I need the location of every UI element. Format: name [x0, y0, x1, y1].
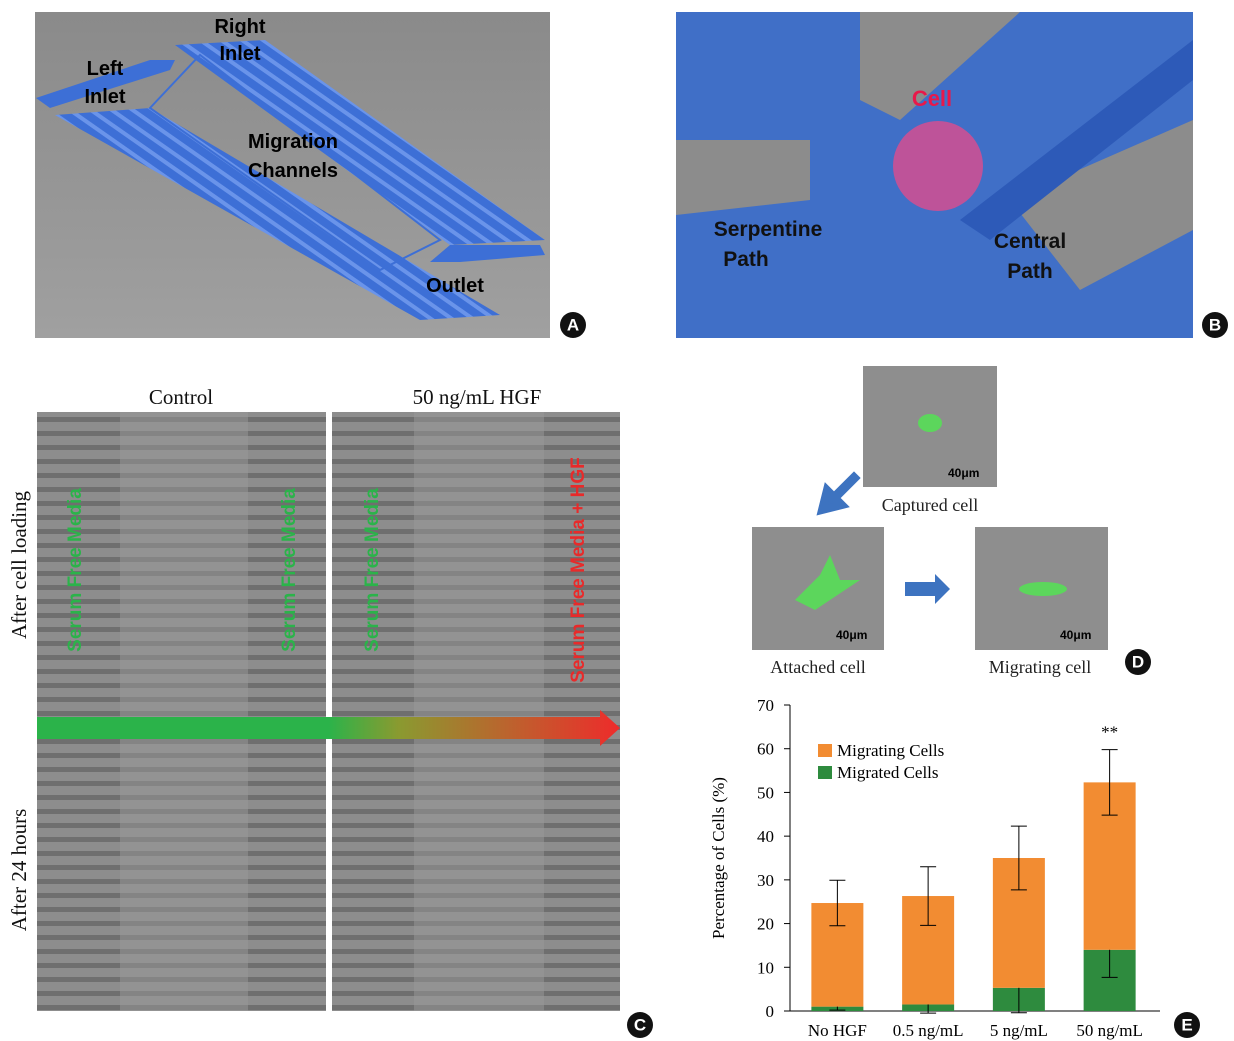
- arrow: [905, 574, 950, 604]
- scale-label: 40μm: [948, 466, 979, 480]
- panel-d: 40μm Captured cell 40μm Attached cell 40…: [752, 366, 1151, 677]
- y-tick-label: 60: [757, 740, 774, 759]
- caption: Migrating cell: [989, 657, 1091, 677]
- row-label: After cell loading: [7, 490, 31, 639]
- cell: [1019, 582, 1067, 596]
- y-tick-label: 20: [757, 915, 774, 934]
- y-tick-label: 0: [766, 1002, 775, 1021]
- annotation: **: [1101, 723, 1118, 742]
- badge-label: A: [567, 316, 579, 335]
- y-tick-label: 50: [757, 783, 774, 802]
- media-label: Serum Free Media: [65, 488, 86, 652]
- scale-label: 40μm: [1060, 628, 1091, 642]
- figure: RightInlet LeftInlet MigrationChannels O…: [0, 0, 1234, 1041]
- arrow: [822, 477, 855, 510]
- legend-swatch: [818, 744, 832, 757]
- channel-region: [414, 412, 544, 1011]
- cell: [893, 121, 983, 211]
- y-tick-label: 30: [757, 871, 774, 890]
- scale-label: 40μm: [836, 628, 867, 642]
- panel-e: 0 10 20 30 40 50 60 70 Percentage of Cells (%) No…: [709, 696, 1200, 1040]
- legend-label: Migrated Cells: [837, 763, 939, 782]
- column-label: 50 ng/mL HGF: [413, 385, 542, 409]
- label: Outlet: [426, 275, 484, 297]
- y-tick-label: 40: [757, 827, 774, 846]
- badge-label: C: [634, 1016, 646, 1035]
- x-tick-label: 0.5 ng/mL: [893, 1021, 964, 1040]
- badge-label: D: [1132, 653, 1144, 672]
- media-label: Serum Free Media + HGF: [568, 457, 589, 682]
- badge-label: B: [1209, 316, 1221, 335]
- x-tick-label: 50 ng/mL: [1076, 1021, 1143, 1040]
- x-tick-label: 5 ng/mL: [990, 1021, 1048, 1040]
- row-label: After 24 hours: [7, 809, 31, 931]
- legend-label: Migrating Cells: [837, 741, 944, 760]
- y-axis-label: Percentage of Cells (%): [709, 777, 728, 939]
- x-tick-label: No HGF: [808, 1021, 867, 1040]
- media-label: Serum Free Media: [279, 488, 300, 652]
- cell: [918, 414, 942, 432]
- column-label: Control: [149, 385, 213, 409]
- caption: Attached cell: [770, 657, 865, 677]
- label: Cell: [912, 86, 952, 111]
- panel-c: Control 50 ng/mL HGF After cell loading …: [7, 385, 653, 1038]
- media-label: Serum Free Media: [362, 488, 383, 652]
- legend-swatch: [818, 766, 832, 779]
- y-tick-label: 10: [757, 958, 774, 977]
- badge-label: E: [1181, 1016, 1192, 1035]
- caption: Captured cell: [882, 495, 978, 515]
- y-tick-label: 70: [757, 696, 774, 715]
- channel-region: [120, 412, 248, 1011]
